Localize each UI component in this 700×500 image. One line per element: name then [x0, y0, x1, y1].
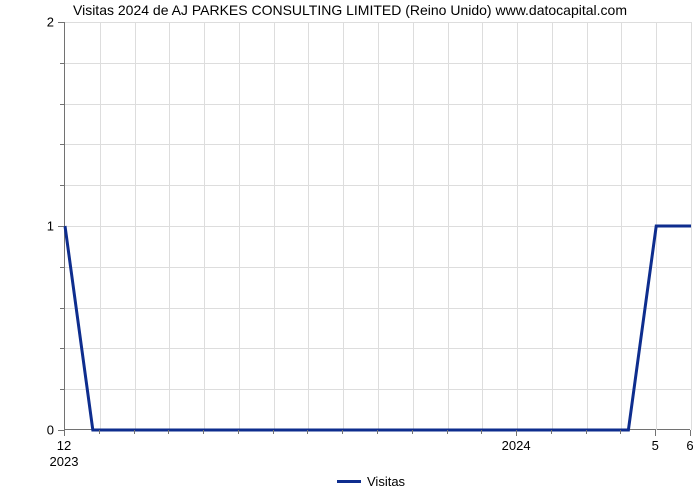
ytick-minor: [60, 104, 64, 105]
xtick-minor: [481, 430, 482, 434]
series-line: [65, 22, 691, 430]
xtick-minor: [620, 430, 621, 434]
xtick-minor: [551, 430, 552, 434]
legend-label: Visitas: [367, 474, 405, 489]
xlabel: 2024: [502, 438, 531, 453]
ytick-minor: [60, 63, 64, 64]
xtick-minor: [342, 430, 343, 434]
xtick-minor: [307, 430, 308, 434]
ytick-minor: [60, 185, 64, 186]
xtick-major: [516, 430, 517, 436]
legend-swatch: [337, 480, 361, 483]
plot-area: [64, 22, 690, 430]
xtick-minor: [377, 430, 378, 434]
ytick-minor: [60, 348, 64, 349]
xlabel-year: 2023: [50, 454, 79, 469]
xlabel: 12: [57, 438, 71, 453]
chart-container: Visitas 2024 de AJ PARKES CONSULTING LIM…: [0, 0, 700, 500]
xtick-minor: [203, 430, 204, 434]
chart-title: Visitas 2024 de AJ PARKES CONSULTING LIM…: [0, 2, 700, 18]
ytick-minor: [60, 308, 64, 309]
xtick-major: [655, 430, 656, 436]
ylabel: 1: [40, 219, 54, 234]
xlabel: 5: [652, 438, 659, 453]
legend: Visitas: [337, 474, 405, 489]
ytick-major: [58, 226, 64, 227]
xtick-minor: [134, 430, 135, 434]
xtick-major: [64, 430, 65, 436]
ylabel: 0: [40, 423, 54, 438]
xtick-minor: [168, 430, 169, 434]
ytick-major: [58, 22, 64, 23]
xtick-minor: [412, 430, 413, 434]
ylabel: 2: [40, 15, 54, 30]
xtick-minor: [99, 430, 100, 434]
ytick-minor: [60, 144, 64, 145]
xtick-major: [690, 430, 691, 436]
xtick-minor: [273, 430, 274, 434]
ytick-minor: [60, 389, 64, 390]
xtick-minor: [238, 430, 239, 434]
vgrid-line: [691, 22, 692, 430]
xtick-minor: [447, 430, 448, 434]
xlabel: 6: [686, 438, 693, 453]
xtick-minor: [586, 430, 587, 434]
ytick-minor: [60, 267, 64, 268]
